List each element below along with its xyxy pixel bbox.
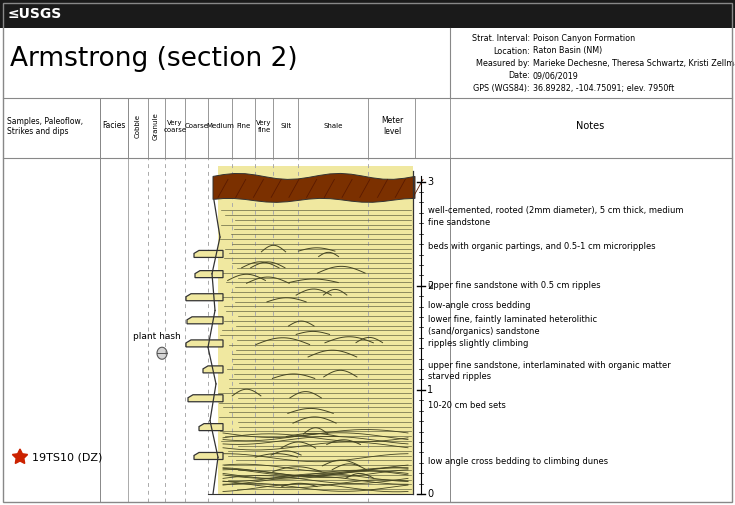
Text: Samples, Paleoflow,: Samples, Paleoflow, [7, 117, 83, 126]
Text: 19TS10 (DZ): 19TS10 (DZ) [32, 452, 102, 462]
Text: Facies: Facies [102, 122, 126, 130]
Polygon shape [203, 366, 223, 373]
Text: low-angle cross bedding: low-angle cross bedding [428, 301, 531, 310]
Text: plant hash: plant hash [133, 332, 181, 341]
Text: low angle cross bedding to climbing dunes: low angle cross bedding to climbing dune… [428, 457, 608, 466]
Text: Shale: Shale [323, 123, 343, 129]
Polygon shape [195, 271, 223, 278]
Text: beds with organic partings, and 0.5-1 cm microripples: beds with organic partings, and 0.5-1 cm… [428, 242, 656, 251]
Polygon shape [157, 347, 167, 359]
Text: Poison Canyon Formation: Poison Canyon Formation [533, 34, 635, 43]
Text: lower fine, faintly laminated heterolithic
(sand/organics) sandstone
ripples sli: lower fine, faintly laminated heterolith… [428, 315, 597, 348]
Polygon shape [194, 250, 223, 258]
Text: Location:: Location: [493, 46, 530, 56]
Polygon shape [188, 395, 223, 402]
Polygon shape [12, 449, 28, 464]
Text: Fine: Fine [237, 123, 251, 129]
Text: Measured by:: Measured by: [476, 59, 530, 68]
Polygon shape [187, 317, 223, 324]
Text: well-cemented, rooted (2mm diameter), 5 cm thick, medium
fine sandstone: well-cemented, rooted (2mm diameter), 5 … [428, 207, 684, 227]
Text: GPS (WGS84):: GPS (WGS84): [473, 84, 530, 93]
Bar [0, 0, 735, 28]
Text: 36.89282, -104.75091; elev. 7950ft: 36.89282, -104.75091; elev. 7950ft [533, 84, 674, 93]
Text: 0: 0 [427, 489, 433, 499]
Text: Medium: Medium [206, 123, 234, 129]
Text: 1: 1 [427, 385, 433, 395]
Text: Raton Basin (NM): Raton Basin (NM) [533, 46, 602, 56]
Bar [218, 166, 413, 494]
Text: Silt: Silt [281, 123, 292, 129]
Text: Granule: Granule [153, 112, 159, 140]
Bar [3, 158, 732, 502]
Text: 10-20 cm bed sets: 10-20 cm bed sets [428, 401, 506, 410]
Text: Very
coarse: Very coarse [163, 120, 187, 132]
Text: Very
fine: Very fine [257, 120, 272, 132]
Text: upper fine sandstone, interlaminated with organic matter
starved ripples: upper fine sandstone, interlaminated wit… [428, 361, 671, 381]
Text: Strat. Interval:: Strat. Interval: [472, 34, 530, 43]
Polygon shape [186, 340, 223, 347]
Polygon shape [199, 424, 223, 431]
Text: ≤USGS: ≤USGS [8, 7, 62, 21]
Text: Armstrong (section 2): Armstrong (section 2) [10, 46, 298, 73]
Text: Date:: Date: [508, 72, 530, 80]
Text: Cobble: Cobble [135, 114, 141, 138]
Text: Notes: Notes [576, 121, 604, 131]
Polygon shape [194, 452, 223, 460]
Text: 3: 3 [427, 177, 433, 187]
Polygon shape [213, 173, 415, 203]
Text: 09/06/2019: 09/06/2019 [533, 72, 579, 80]
Text: upper fine sandstone with 0.5 cm ripples: upper fine sandstone with 0.5 cm ripples [428, 281, 600, 290]
Text: Strikes and dips: Strikes and dips [7, 126, 68, 135]
Polygon shape [186, 294, 223, 300]
Text: Marieke Dechesne, Theresa Schwartz, Kristi Zellman: Marieke Dechesne, Theresa Schwartz, Kris… [533, 59, 735, 68]
Text: Meter
level: Meter level [381, 116, 403, 136]
Text: Coarse: Coarse [185, 123, 209, 129]
Text: 2: 2 [427, 281, 433, 291]
